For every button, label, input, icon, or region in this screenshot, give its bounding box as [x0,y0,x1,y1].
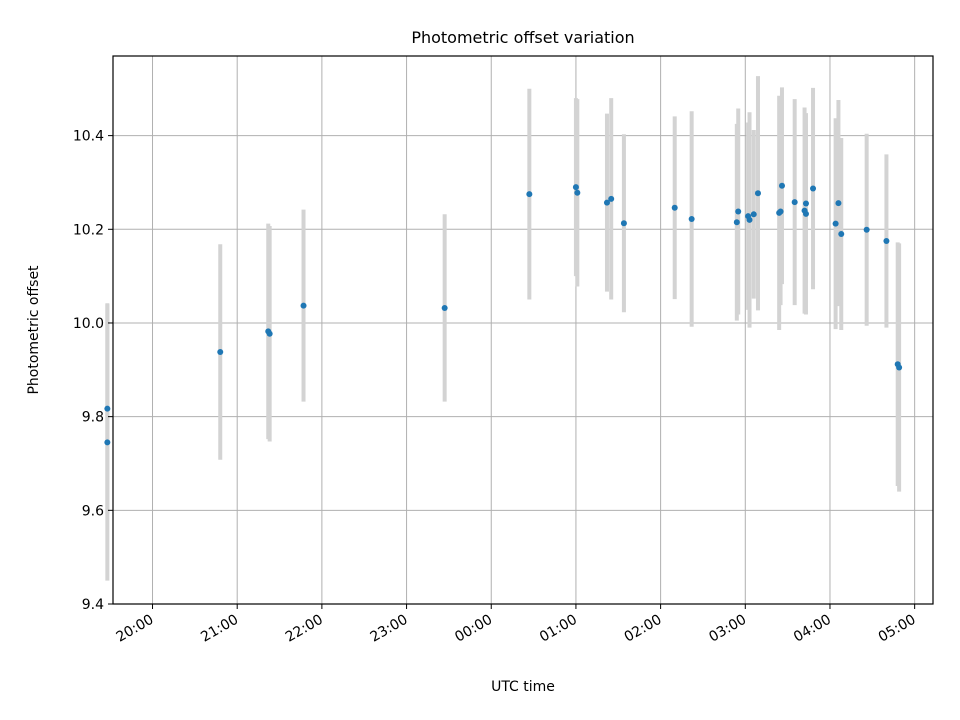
data-point [104,439,111,446]
data-point [300,302,307,309]
data-point [746,216,753,223]
y-tick-label: 10.2 [73,222,104,238]
data-point [754,190,761,197]
data-point [863,226,870,233]
y-axis-label: Photometric offset [26,265,42,395]
y-tick-label: 9.8 [82,410,104,426]
data-point [777,208,784,215]
data-point [832,220,839,227]
data-point [778,182,785,189]
data-point [608,195,615,202]
x-axis-label: UTC time [491,679,555,695]
y-axis-ticks: 9.4 9.6 9.8 10.0 10.2 10.4 [73,129,113,613]
data-point [733,219,740,226]
data-point [266,330,273,337]
chart-title: Photometric offset variation [411,28,634,47]
y-tick-label: 9.6 [82,503,104,519]
data-point [441,304,448,311]
data-point [750,211,757,218]
data-point [620,220,627,227]
data-point [883,238,890,245]
data-point [802,200,809,207]
y-tick-label: 10.0 [73,316,104,332]
data-point [671,204,678,211]
data-point [735,208,742,215]
data-point [572,184,579,191]
data-point [688,215,695,222]
y-tick-label: 10.4 [73,129,104,145]
data-point [835,200,842,207]
y-tick-label: 9.4 [82,597,104,613]
data-point [217,349,224,356]
data-point [838,230,845,237]
plot-frame [112,55,934,605]
data-point [896,364,903,371]
data-point [810,185,817,192]
data-points [104,182,903,446]
data-point [526,191,533,198]
data-point [104,405,111,412]
data-point [603,199,610,206]
data-point [574,189,581,196]
data-point [802,210,809,217]
data-point [791,199,798,206]
